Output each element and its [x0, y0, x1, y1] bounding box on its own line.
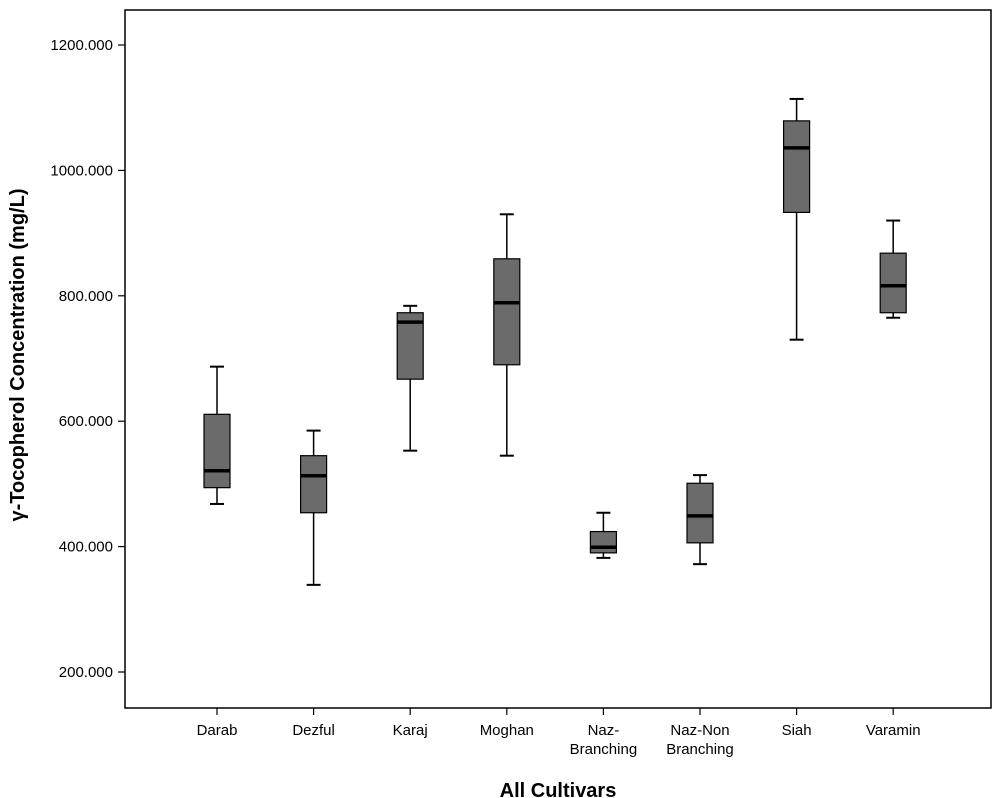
x-tick-label: Siah — [782, 722, 812, 739]
boxes — [203, 97, 907, 586]
box-2 — [300, 429, 328, 586]
box-1 — [203, 365, 231, 505]
y-axis-title: γ-Tocopherol Concentration (mg/L) — [7, 189, 29, 522]
iqr-box — [686, 482, 714, 544]
box-8 — [879, 219, 907, 319]
box-6 — [686, 474, 714, 566]
x-tick-label: Moghan — [480, 722, 534, 739]
box-7 — [782, 97, 811, 341]
y-tick-label: 1200.000 — [50, 37, 113, 54]
x-tick-label: Branching — [666, 741, 734, 758]
y-tick-label: 600.000 — [59, 413, 113, 430]
box-5 — [589, 511, 618, 559]
iqr-box — [782, 120, 811, 214]
y-tick-label: 200.000 — [59, 664, 113, 681]
y-axis: 200.000 400.000 600.000 800.000 1000.000 1200… — [50, 37, 125, 681]
iqr-box — [879, 252, 907, 314]
x-tick-label: Branching — [570, 741, 638, 758]
x-tick-label: Varamin — [866, 722, 921, 739]
iqr-box — [203, 413, 231, 489]
box-3 — [396, 304, 424, 452]
x-axis-title: All Cultivars — [500, 780, 617, 798]
iqr-box — [300, 455, 328, 514]
iqr-box — [493, 258, 521, 366]
x-tick-label: Dezful — [292, 722, 335, 739]
y-tick-label: 400.000 — [59, 539, 113, 556]
iqr-box — [589, 530, 618, 554]
x-axis: Darab Dezful Karaj Moghan Naz- Branching Naz-N… — [197, 708, 921, 758]
plot-frame — [124, 9, 992, 709]
y-tick-label: 1000.000 — [50, 162, 113, 179]
x-tick-label: Naz- — [588, 722, 620, 739]
box-4 — [493, 213, 521, 457]
x-tick-label: Naz-Non — [670, 722, 729, 739]
x-tick-label: Karaj — [393, 722, 428, 739]
x-tick-label: Darab — [197, 722, 238, 739]
y-tick-label: 800.000 — [59, 288, 113, 305]
